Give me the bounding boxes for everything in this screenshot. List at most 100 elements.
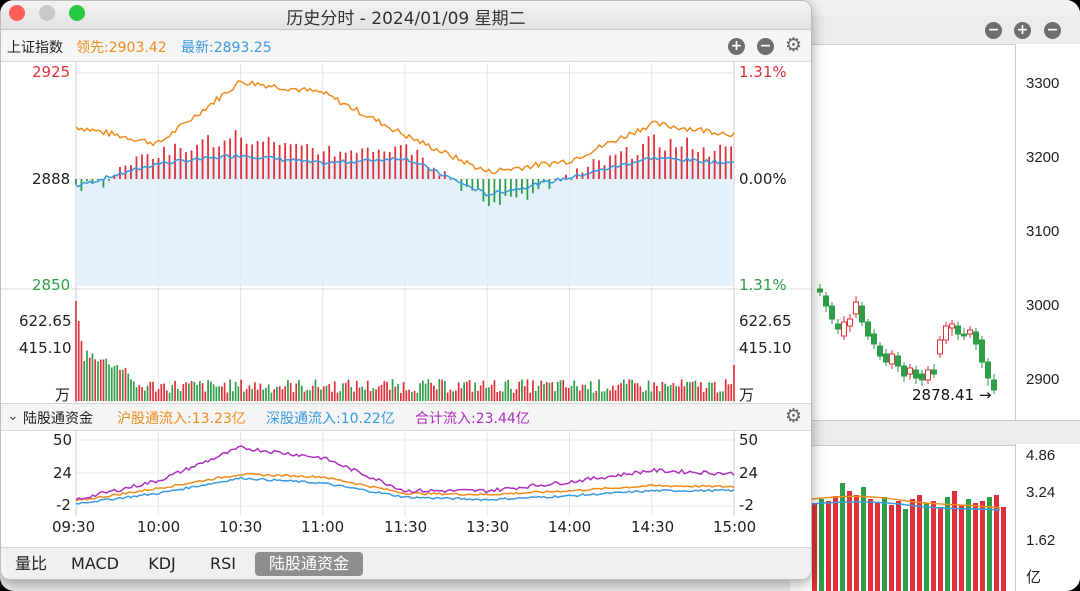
up-tick-bar	[416, 149, 419, 179]
down-tick-bar	[102, 179, 105, 188]
volume-bar-up	[661, 381, 664, 401]
zoom-icon[interactable]	[69, 5, 85, 21]
volume-bar-down	[300, 385, 303, 401]
flow-bar-up	[938, 507, 943, 591]
volume-bar-up	[460, 388, 463, 401]
latest-line	[75, 153, 735, 197]
gear-icon[interactable]: ⚙	[785, 34, 803, 56]
candle-down	[991, 379, 997, 391]
down-tick-bar	[493, 179, 496, 203]
flow-bar-up	[931, 501, 936, 591]
volume-bar-up	[248, 385, 251, 401]
volume-bar-up	[512, 392, 515, 401]
flow-bar-up	[868, 499, 873, 591]
volume-bar-down	[689, 382, 691, 401]
candle-down	[877, 345, 883, 357]
minimize-icon[interactable]	[39, 5, 55, 21]
tab-volume-ratio[interactable]: 量比	[14, 554, 47, 573]
volume-bar-up	[490, 384, 493, 401]
candle-up	[853, 301, 859, 315]
up-tick-bar	[410, 154, 413, 179]
volume-bar-down	[176, 388, 179, 401]
volume-bar-down	[364, 389, 366, 401]
volume-bar-down	[438, 379, 441, 401]
axis-label: 3.24	[1026, 484, 1056, 501]
up-tick-bar	[333, 156, 336, 179]
volume-bar-up	[303, 391, 306, 401]
flow-bar-up	[959, 505, 964, 591]
candle-down	[859, 305, 865, 323]
gear-icon[interactable]: ⚙	[785, 405, 803, 427]
volume-high-label-right: 622.65	[739, 312, 792, 330]
up-tick-bar	[141, 154, 143, 179]
volume-bar-up	[160, 384, 163, 401]
volume-bar-up	[614, 390, 617, 401]
volume-bar-down	[722, 391, 724, 401]
latest-value: 最新:2893.25	[181, 40, 272, 56]
volume-bar-down	[132, 381, 135, 401]
flow-bar-up	[826, 501, 831, 591]
volume-bar-up	[394, 386, 397, 401]
close-icon[interactable]	[9, 5, 25, 21]
up-tick-bar	[300, 145, 303, 179]
up-tick-bar	[609, 155, 611, 179]
down-tick-bar	[487, 179, 490, 207]
volume-bar-down	[113, 365, 116, 401]
volume-bar-down	[647, 380, 650, 401]
up-tick-bar	[394, 146, 397, 179]
volume-bar-down	[320, 389, 322, 401]
up-tick-bar	[587, 166, 589, 179]
candle-down	[823, 295, 829, 307]
flow-bar-down	[882, 497, 887, 591]
leader-value: 领先:2903.42	[76, 40, 167, 56]
volume-bar-up	[724, 379, 727, 401]
flow-bar-up	[980, 501, 985, 591]
volume-bar-down	[664, 383, 666, 401]
down-tick-bar	[559, 179, 562, 180]
collapse-chevron-icon[interactable]: ⌄	[7, 408, 19, 424]
minus-icon[interactable]: −	[1044, 22, 1061, 39]
volume-bar-down	[427, 379, 430, 401]
flow-axis-top: 50	[53, 431, 73, 449]
plus-icon[interactable]: +	[1014, 22, 1031, 39]
volume-bar-down	[127, 373, 130, 401]
flow-bar-down	[966, 499, 971, 591]
up-tick-bar	[306, 144, 309, 179]
volume-bar-up	[567, 387, 570, 401]
volume-bar-down	[548, 382, 551, 401]
volume-bar-up	[366, 380, 369, 401]
zoom-in-icon[interactable]: +	[728, 38, 745, 55]
volume-bar-up	[653, 382, 655, 401]
up-tick-bar	[311, 147, 314, 179]
volume-bar-up	[672, 383, 675, 401]
volume-bar-up	[532, 380, 534, 401]
up-tick-bar	[691, 149, 694, 179]
down-tick-bar	[526, 179, 529, 200]
tab-hk-connect-flow[interactable]: 陆股通资金	[255, 552, 363, 576]
volume-bar-up	[226, 392, 229, 401]
up-tick-bar	[631, 158, 633, 179]
zoom-out-icon[interactable]: −	[757, 38, 774, 55]
volume-bar-down	[675, 386, 677, 401]
price-low-label: 2850	[32, 276, 71, 294]
volume-bar-up	[336, 392, 339, 401]
volume-bar-down	[570, 385, 573, 401]
up-tick-bar	[675, 147, 677, 179]
volume-bar-down	[669, 384, 672, 401]
tab-macd[interactable]: MACD	[71, 554, 119, 573]
flow-bar-up	[847, 491, 852, 591]
volume-bar-up	[185, 382, 187, 401]
tab-kdj[interactable]: KDJ	[148, 554, 176, 573]
history-timeshare-window: 历史分时 - 2024/01/09 星期二 上证指数 领先:2903.42 最新…	[0, 0, 812, 580]
volume-bar-down	[339, 391, 342, 401]
volume-bar-down	[309, 390, 311, 401]
minus-icon[interactable]: −	[985, 22, 1002, 39]
volume-bar-up	[221, 386, 223, 401]
tab-rsi[interactable]: RSI	[210, 554, 236, 573]
volume-bar-up	[245, 388, 248, 401]
intraday-price-chart	[1, 61, 811, 403]
candle-down	[919, 373, 925, 381]
volume-bar-up	[493, 380, 496, 401]
volume-bar-down	[276, 386, 278, 401]
up-tick-bar	[317, 154, 320, 179]
